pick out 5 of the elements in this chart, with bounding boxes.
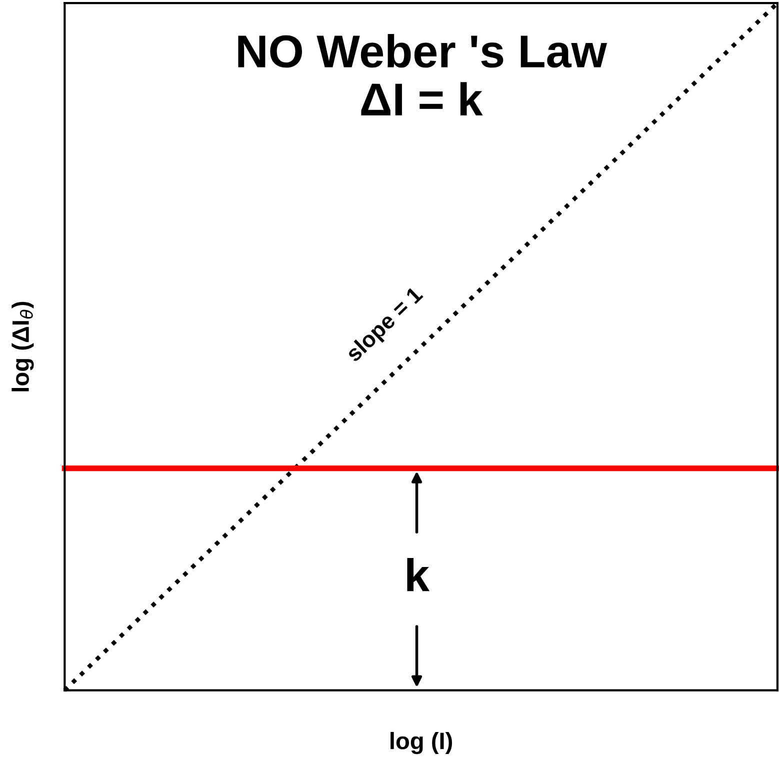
text: NO Weber 's Law [238,34,608,68]
x-axis-title: log (I) [390,732,452,754]
annotation: k [407,558,430,592]
y-axis-title: log (ΔI$_{θ}$) [12,302,34,392]
text: ΔI = k [361,82,483,116]
